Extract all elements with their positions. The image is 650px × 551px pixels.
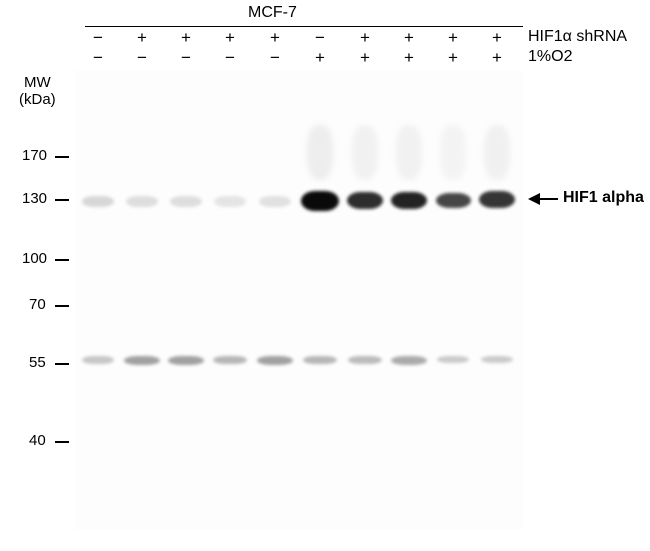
blot-band [347,192,383,209]
blot-band [259,196,291,207]
condition-symbol: − [89,28,107,48]
condition-span-bar [85,26,523,27]
blot-band [214,196,246,207]
mw-tick-label: 40 [29,432,46,449]
mw-axis-title: MW(kDa) [19,74,56,109]
condition-symbol: + [356,48,374,68]
blot-band [437,356,469,363]
mw-tick-dash [55,441,69,443]
condition-symbol: + [266,28,284,48]
condition-symbol: + [133,28,151,48]
blot-band [436,193,471,208]
condition-symbol: + [311,48,329,68]
condition-symbol: + [400,48,418,68]
blot-smear [440,125,466,180]
condition-symbol: + [177,28,195,48]
blot-band [82,196,114,207]
blot-band [481,356,513,363]
condition-symbol: + [488,28,506,48]
mw-tick-label: 170 [22,147,47,164]
blot-band [168,356,204,365]
condition-symbol: + [488,48,506,68]
blot-band [126,196,158,207]
condition-symbol: + [444,48,462,68]
mw-tick-dash [55,363,69,365]
blot-band [303,356,337,364]
mw-tick-dash [55,156,69,158]
blot-band [124,356,160,365]
blot-band [348,356,382,364]
condition-symbol: − [133,48,151,68]
mw-tick-dash [55,259,69,261]
blot-band [82,356,114,364]
condition-label: HIF1α shRNA [528,28,627,46]
condition-label: 1%O2 [528,48,572,66]
blot-band [170,196,202,207]
mw-tick-label: 70 [29,296,46,313]
target-band-label: HIF1 alpha [563,189,644,207]
blot-band [391,356,427,365]
condition-symbol: − [221,48,239,68]
condition-symbol: − [177,48,195,68]
condition-symbol: + [400,28,418,48]
blot-smear [307,125,333,180]
blot-band [391,192,427,209]
blot-band [479,191,515,208]
condition-symbol: + [444,28,462,48]
mw-tick-dash [55,305,69,307]
condition-symbol: − [266,48,284,68]
mw-tick-label: 130 [22,190,47,207]
condition-symbol: + [221,28,239,48]
cell-line-label: MCF-7 [248,4,297,22]
mw-tick-label: 100 [22,250,47,267]
condition-symbol: − [89,48,107,68]
blot-smear [396,125,422,180]
condition-symbol: + [356,28,374,48]
mw-tick-label: 55 [29,354,46,371]
blot-band [257,356,293,365]
condition-symbol: − [311,28,329,48]
target-arrow-line [540,198,558,200]
target-arrow-head [528,193,540,205]
blot-smear [484,125,510,180]
blot-band [213,356,247,364]
blot-band [301,191,339,211]
blot-smear [352,125,378,180]
mw-tick-dash [55,199,69,201]
